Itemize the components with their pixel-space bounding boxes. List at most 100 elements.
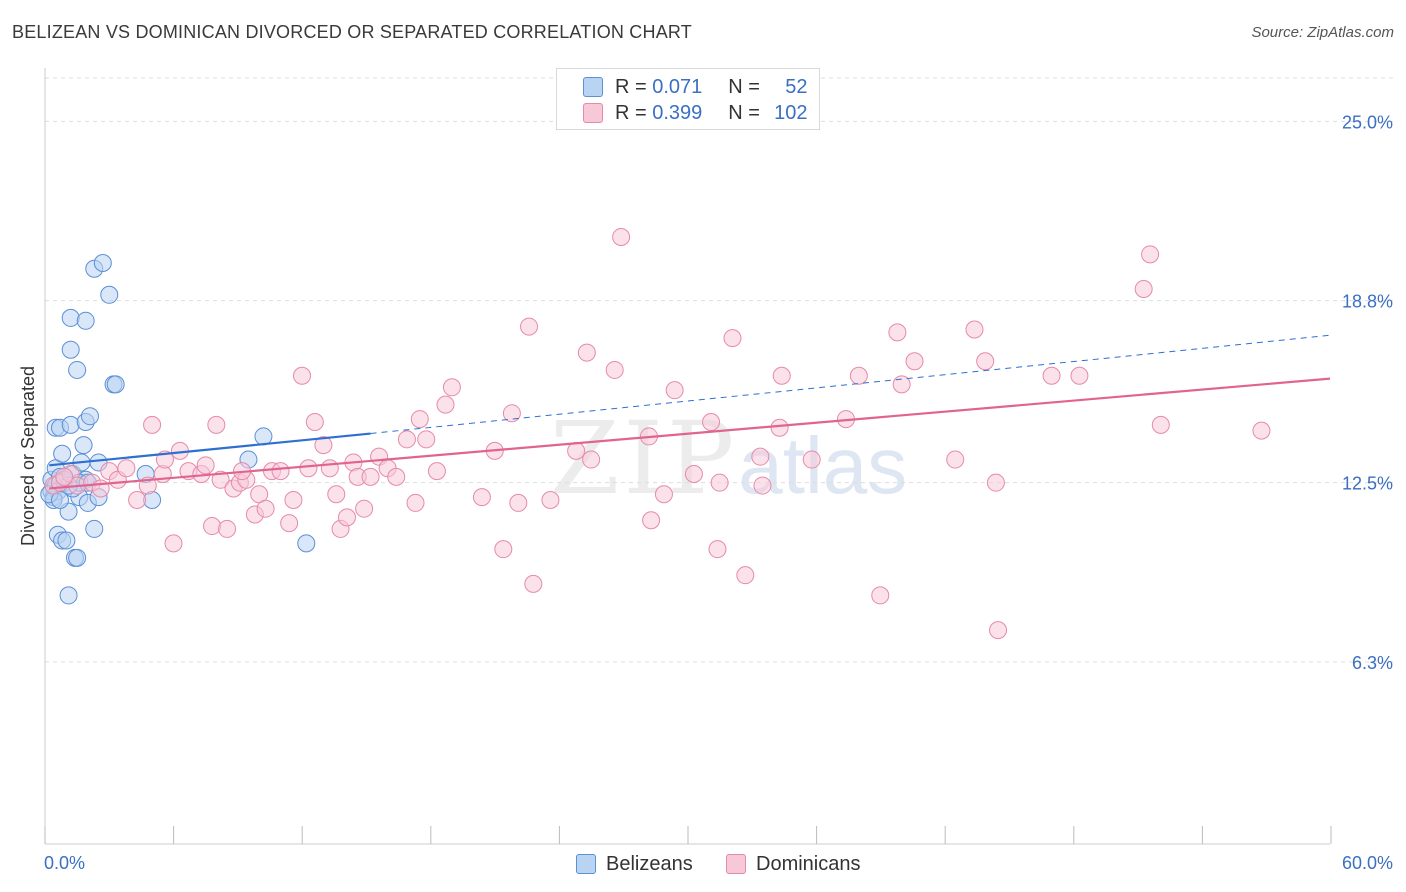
dominican-point xyxy=(128,491,147,510)
r-label: R = xyxy=(615,75,647,98)
dominican-point xyxy=(284,491,303,510)
legend-row-belizeans: R = 0.071 N = 52 xyxy=(583,75,808,99)
dominican-point xyxy=(271,462,290,481)
dominicans-trend-line xyxy=(49,377,1331,490)
dominican-point xyxy=(361,467,380,486)
dominican-point xyxy=(1134,280,1153,299)
dominican-point xyxy=(946,450,965,469)
y-tick-label: 6.3% xyxy=(1352,653,1393,673)
dominican-point xyxy=(55,467,74,486)
r-value: 0.071 xyxy=(652,75,703,98)
dominican-point xyxy=(337,508,356,527)
y-tick-label: 18.8% xyxy=(1342,292,1393,312)
dominican-point xyxy=(203,517,222,536)
belizean-point xyxy=(57,531,76,550)
belizeans-trend-extension xyxy=(370,334,1331,435)
dominicans-swatch xyxy=(583,103,603,123)
belizean-point xyxy=(93,253,112,272)
dominican-point xyxy=(736,566,755,585)
y-tick-label: 12.5% xyxy=(1342,474,1393,494)
n-value: 102 xyxy=(774,101,808,124)
dominican-point xyxy=(196,456,215,475)
dominican-point xyxy=(509,493,528,512)
belizean-point xyxy=(68,548,87,567)
x-tick-label-min: 0.0% xyxy=(44,853,85,873)
dominican-point xyxy=(802,450,821,469)
chart-title: BELIZEAN VS DOMINICAN DIVORCED OR SEPARA… xyxy=(12,22,692,42)
belizean-point xyxy=(74,436,93,455)
dominicans-swatch xyxy=(726,854,746,874)
dominican-point xyxy=(1042,366,1061,385)
dominican-point xyxy=(117,459,136,478)
belizean-point xyxy=(106,375,125,394)
dominican-point xyxy=(520,317,539,336)
source-credit: Source: ZipAtlas.com xyxy=(1251,24,1394,41)
dominican-point xyxy=(888,323,907,342)
dominican-point xyxy=(770,418,789,437)
watermark-atlas: atlas xyxy=(738,421,908,510)
dominican-point xyxy=(1070,366,1089,385)
dominican-point xyxy=(684,465,703,484)
dominican-point xyxy=(1151,415,1170,434)
dominicans-label: Dominicans xyxy=(756,852,861,875)
dominican-point xyxy=(524,574,543,593)
dominicans-points xyxy=(44,227,1271,640)
dominican-point xyxy=(327,485,346,504)
dominican-point xyxy=(965,320,984,339)
dominican-point xyxy=(305,412,324,431)
legend-row-dominicans: R = 0.399 N = 102 xyxy=(583,101,808,125)
belizean-point xyxy=(53,444,72,463)
n-label: N = xyxy=(728,75,760,98)
dominican-point xyxy=(702,412,721,431)
x-tick-label-max: 60.0% xyxy=(1342,853,1393,873)
belizean-point xyxy=(59,586,78,605)
dominican-point xyxy=(410,410,429,429)
grid-lines xyxy=(45,77,1395,663)
belizean-point xyxy=(297,534,316,553)
trend-lines xyxy=(49,334,1331,490)
belizeans-points xyxy=(40,253,316,605)
dominican-point xyxy=(406,493,425,512)
dominican-point xyxy=(207,415,226,434)
dominican-point xyxy=(567,441,586,460)
dominican-point xyxy=(1141,245,1160,264)
dominican-point xyxy=(710,473,729,492)
dominican-point xyxy=(577,343,596,362)
belizean-point xyxy=(254,427,273,446)
belizean-point xyxy=(61,340,80,359)
y-tick-label: 25.0% xyxy=(1342,112,1393,132)
dominican-point xyxy=(397,430,416,449)
dominican-point xyxy=(143,415,162,434)
dominican-point xyxy=(442,378,461,397)
dominican-point xyxy=(417,430,436,449)
dominican-point xyxy=(708,540,727,559)
dominican-point xyxy=(871,586,890,605)
dominican-point xyxy=(582,450,601,469)
dominican-point xyxy=(723,329,742,348)
dominican-point xyxy=(502,404,521,423)
dominican-point xyxy=(612,227,631,246)
dominican-point xyxy=(654,485,673,504)
belizean-point xyxy=(61,308,80,327)
n-value: 52 xyxy=(785,75,808,98)
dominican-point xyxy=(772,366,791,385)
belizean-point xyxy=(61,415,80,434)
dominican-point xyxy=(849,366,868,385)
dominican-point xyxy=(256,499,275,518)
belizean-point xyxy=(80,407,99,426)
r-value: 0.399 xyxy=(652,101,703,124)
y-axis-title: Divorced or Separated xyxy=(18,366,38,546)
belizean-point xyxy=(100,285,119,304)
dominican-point xyxy=(976,352,995,371)
x-tick-labels: 0.0% 60.0% xyxy=(44,853,1393,873)
dominican-point xyxy=(211,470,230,489)
belizeans-swatch xyxy=(583,77,603,97)
belizeans-swatch xyxy=(576,854,596,874)
belizean-point xyxy=(76,311,95,330)
dominican-point xyxy=(605,360,624,379)
dominican-point xyxy=(299,459,318,478)
legend-item-belizeans: Belizeans xyxy=(576,852,693,876)
correlation-legend: R = 0.071 N = 52 R = 0.399 N = 102 xyxy=(556,68,820,130)
dominican-point xyxy=(905,352,924,371)
